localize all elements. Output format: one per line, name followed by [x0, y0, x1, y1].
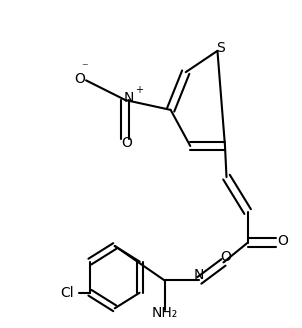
Text: +: + [135, 85, 143, 95]
Text: N: N [123, 92, 133, 105]
Text: O: O [121, 136, 132, 150]
Text: S: S [216, 41, 225, 54]
Text: N: N [194, 268, 204, 281]
Text: ⁻: ⁻ [81, 61, 88, 74]
Text: NH₂: NH₂ [152, 306, 178, 320]
Text: O: O [75, 72, 85, 86]
Text: O: O [220, 251, 231, 264]
Text: O: O [277, 234, 288, 248]
Text: Cl: Cl [60, 286, 74, 300]
